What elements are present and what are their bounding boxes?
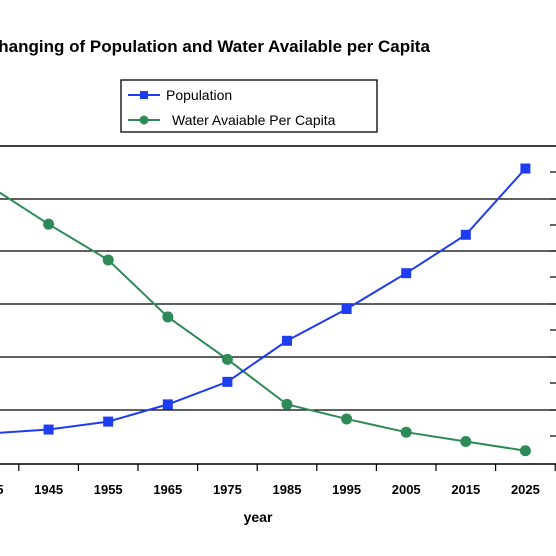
population-point-1985	[282, 335, 292, 346]
legend-population-marker	[140, 91, 148, 99]
legend-water-label: Water Avaiable Per Capita	[172, 112, 336, 128]
x-tick-label-1945: 1945	[34, 482, 63, 497]
x-tick-label-1985: 1985	[273, 482, 302, 497]
population-point-1965	[162, 399, 173, 410]
x-axis-ticks	[18, 464, 556, 471]
x-axis-tick-labels: 1935 1945 1955 1965 1975 1985 1995 2005 2015 2025	[0, 482, 540, 497]
legend-population-label: Population	[166, 87, 232, 103]
x-tick-label-1935: 1935	[0, 482, 3, 497]
x-tick-label-1965: 1965	[153, 482, 182, 497]
water-avaiable-per-capita-point-1945	[43, 218, 55, 230]
legend: Population Water Avaiable Per Capita	[120, 79, 378, 133]
legend-water-marker	[139, 115, 149, 125]
water-avaiable-per-capita-point-1985	[281, 398, 293, 410]
water-avaiable-per-capita-point-1965	[162, 311, 174, 323]
population-line	[0, 167, 527, 434]
population-point-2025	[520, 163, 531, 174]
x-tick-label-1975: 1975	[213, 482, 242, 497]
right-axis-ticks	[550, 171, 556, 437]
population-point-2005	[401, 268, 412, 279]
legend-box	[120, 79, 378, 133]
population-point-1975	[222, 376, 233, 387]
water-avaiable-per-capita-point-1975	[221, 353, 233, 365]
x-tick-label-2015: 2015	[451, 482, 480, 497]
population-point-1945	[43, 424, 54, 435]
x-tick-label-1955: 1955	[94, 482, 123, 497]
water-avaiable-per-capita-point-2015	[460, 435, 472, 447]
water-avaiable-per-capita-point-2005	[400, 426, 412, 438]
population-point-1995	[341, 303, 352, 314]
water-avaiable-per-capita-point-2025	[519, 445, 531, 457]
water-avaiable-per-capita-point-1995	[341, 413, 353, 425]
gridlines	[0, 198, 556, 411]
plot-frame	[0, 145, 556, 465]
water-avaiable-per-capita-line	[0, 191, 526, 452]
x-axis-label: year	[244, 509, 273, 525]
x-tick-label-1995: 1995	[332, 482, 361, 497]
x-tick-label-2025: 2025	[511, 482, 540, 497]
population-point-1955	[103, 416, 114, 427]
series-layer	[0, 163, 531, 457]
population-point-2015	[460, 229, 471, 240]
water-avaiable-per-capita-point-1955	[102, 254, 114, 266]
x-tick-label-2005: 2005	[392, 482, 421, 497]
chart-title: Changing of Population and Water Availab…	[0, 37, 430, 56]
